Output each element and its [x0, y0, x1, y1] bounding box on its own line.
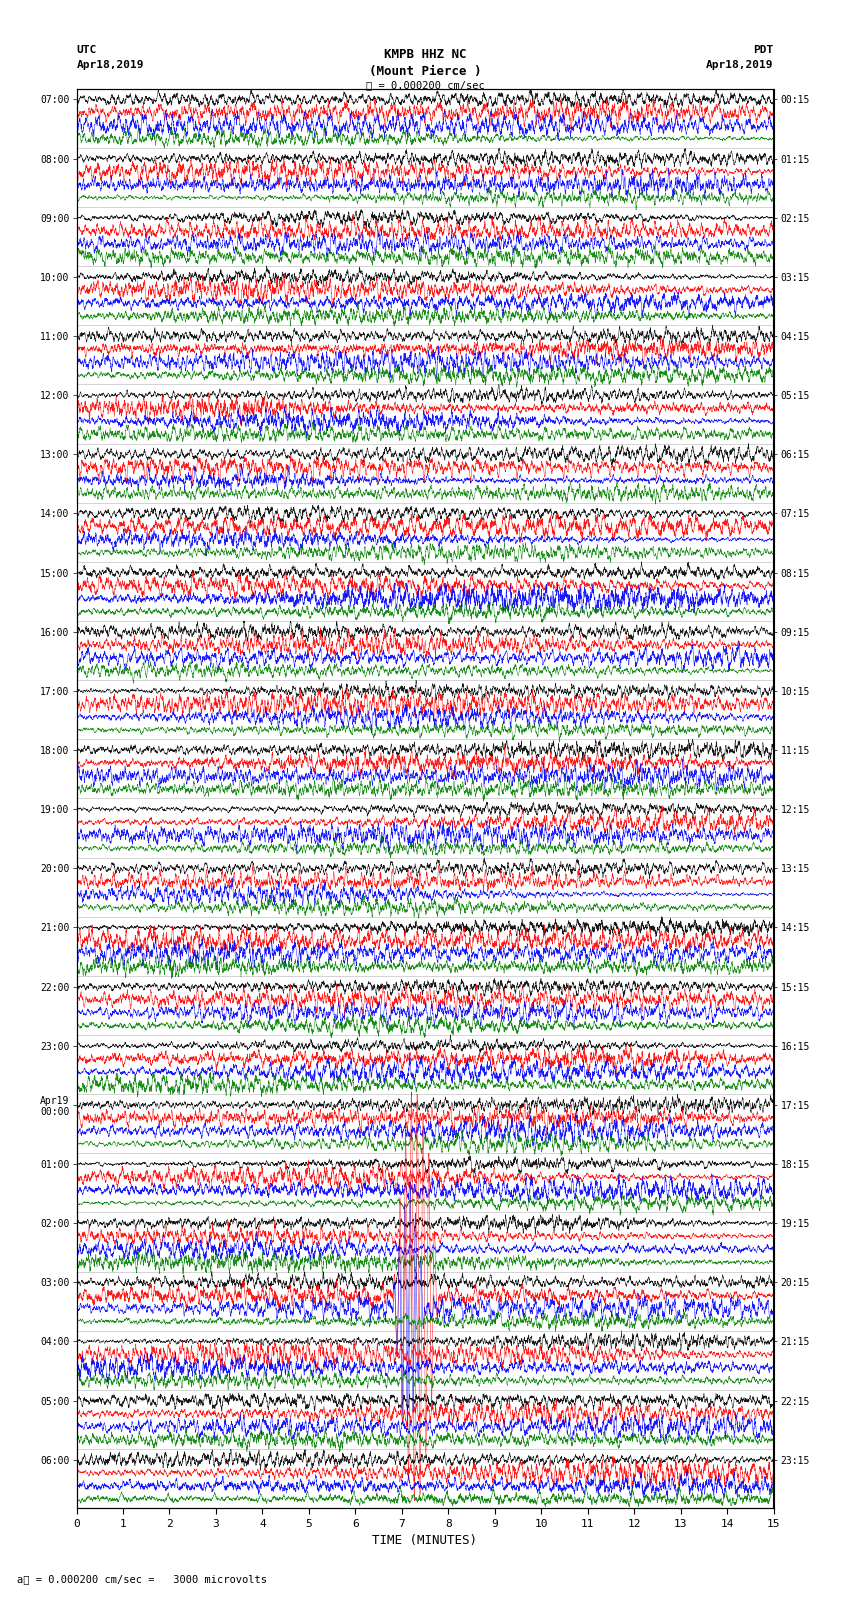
Text: a⎵ = 0.000200 cm/sec =   3000 microvolts: a⎵ = 0.000200 cm/sec = 3000 microvolts: [17, 1574, 267, 1584]
Text: (Mount Pierce ): (Mount Pierce ): [369, 65, 481, 77]
Text: PDT: PDT: [753, 45, 774, 55]
Text: UTC: UTC: [76, 45, 97, 55]
Text: Apr18,2019: Apr18,2019: [706, 60, 774, 69]
Text: Apr18,2019: Apr18,2019: [76, 60, 144, 69]
X-axis label: TIME (MINUTES): TIME (MINUTES): [372, 1534, 478, 1547]
Text: ⎵ = 0.000200 cm/sec: ⎵ = 0.000200 cm/sec: [366, 81, 484, 90]
Text: KMPB HHZ NC: KMPB HHZ NC: [383, 48, 467, 61]
